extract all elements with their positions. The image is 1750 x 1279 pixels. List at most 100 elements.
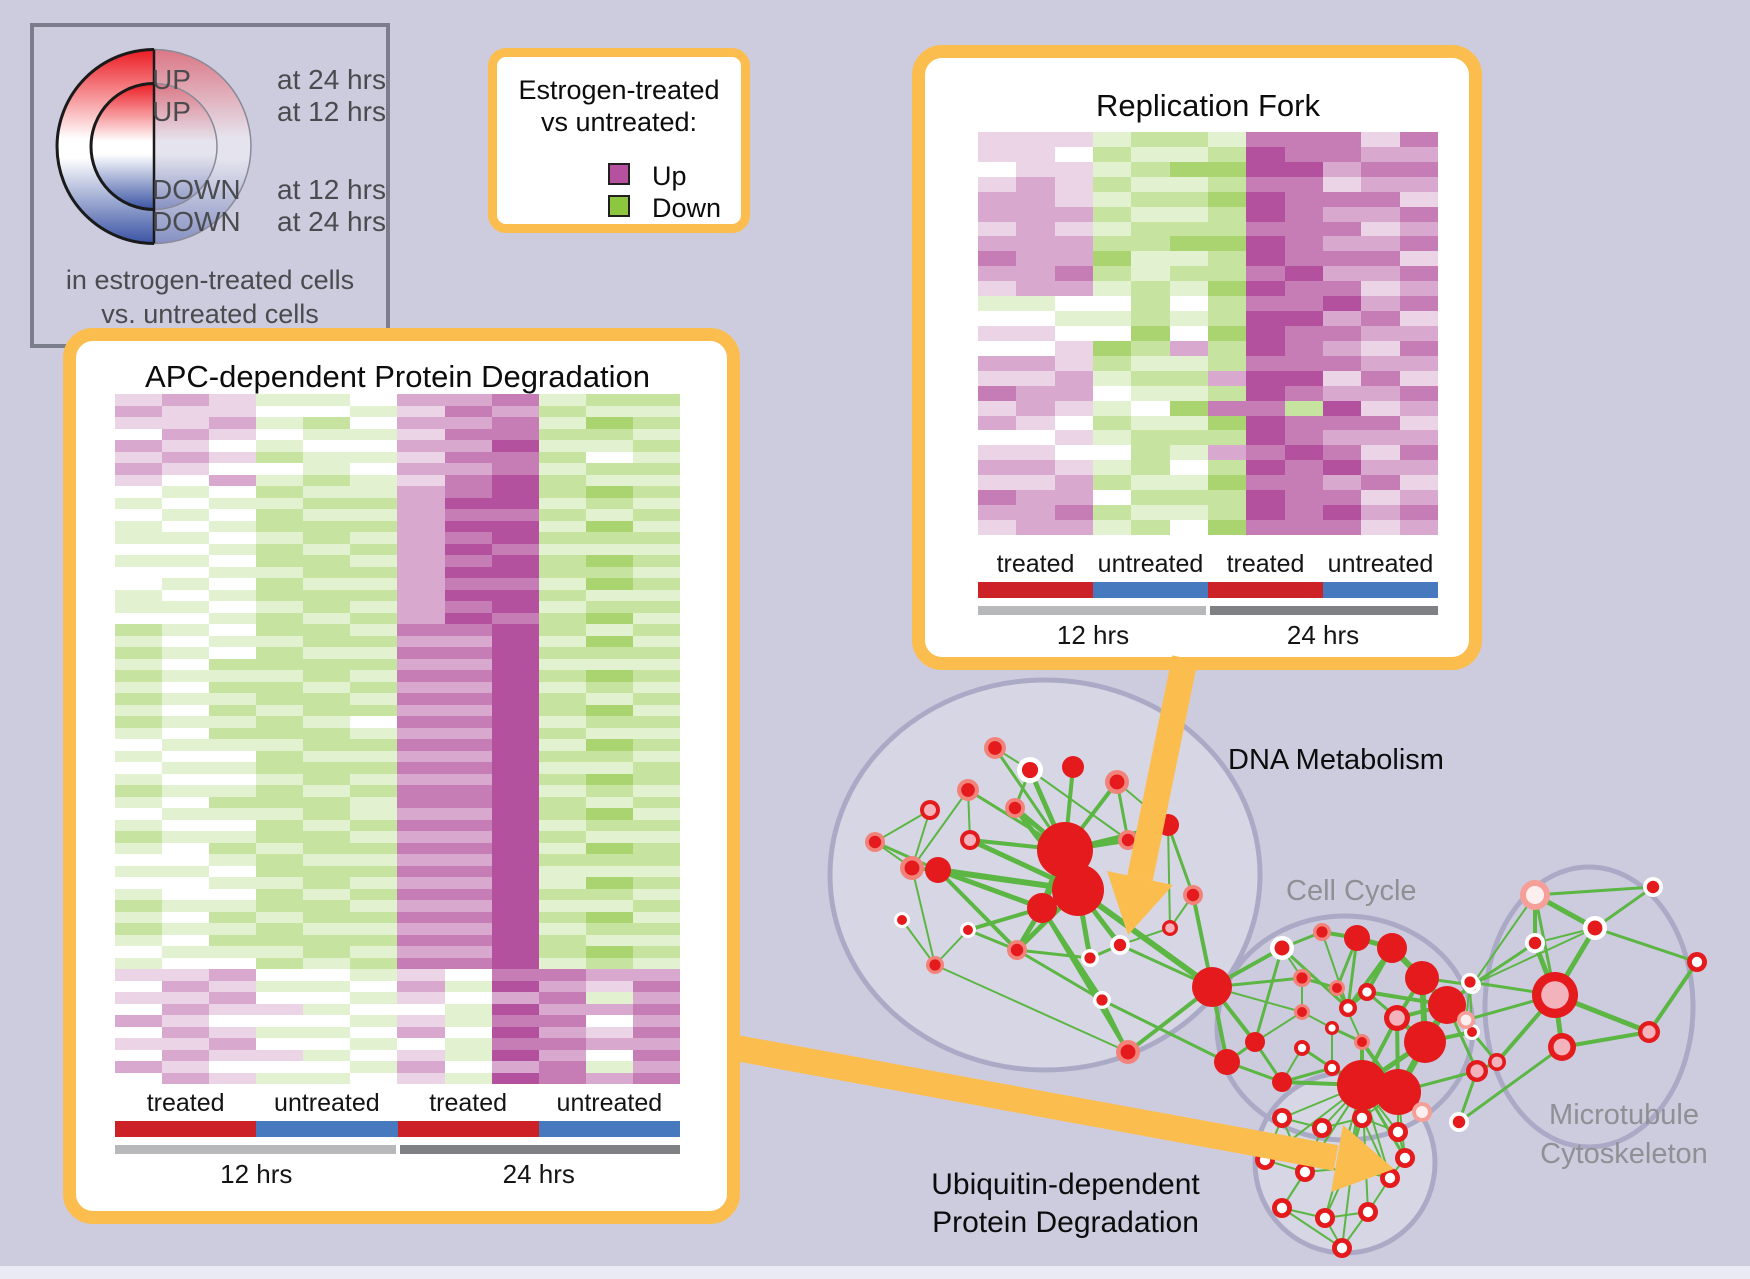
heatmap-row [115, 888, 680, 900]
heatmap-row [978, 385, 1438, 401]
heatmap-cell [1169, 325, 1208, 341]
heatmap-cell [444, 394, 492, 406]
heatmap-cell [491, 808, 539, 820]
heatmap-cell [585, 451, 633, 463]
heatmap-row [978, 445, 1438, 461]
heatmap-cell [632, 957, 680, 969]
heatmap-cell [1054, 281, 1093, 297]
heatmap-row [978, 430, 1438, 446]
heatmap-row [115, 463, 680, 475]
heatmap-cell [397, 808, 445, 820]
heatmap-cell [350, 612, 398, 624]
heatmap-cell [1054, 370, 1093, 386]
gene-node-core [1587, 920, 1603, 936]
gene-node-core [1297, 1043, 1307, 1053]
heatmap-cell [162, 1061, 210, 1073]
gene-node-core [1327, 1063, 1337, 1073]
heatmap-cell [1016, 490, 1055, 506]
heatmap-cell [1322, 355, 1362, 371]
heatmap-cell [585, 923, 633, 935]
heatmap-cell [115, 716, 163, 728]
heatmap-cell [444, 762, 492, 774]
heatmap-cell [303, 647, 351, 659]
heatmap-cell [491, 647, 539, 659]
heatmap-cell [397, 1038, 445, 1050]
heatmap-cell [538, 911, 586, 923]
heatmap-cell [632, 808, 680, 820]
heatmap-cell [209, 1026, 257, 1038]
gene-node-core [1021, 761, 1039, 779]
heatmap-cell [209, 543, 257, 555]
heatmap-row [115, 440, 680, 452]
replication-group-labels: treated untreated treated untreated [978, 550, 1438, 579]
heatmap-cell [350, 474, 398, 486]
heatmap-cell [632, 946, 680, 958]
heatmap-cell [209, 992, 257, 1004]
heatmap-cell [162, 658, 210, 670]
heatmap-cell [538, 1003, 586, 1015]
heatmap-cell [978, 340, 1017, 356]
gene-node [925, 857, 951, 883]
heatmap-cell [115, 785, 163, 797]
heatmap-cell [1016, 445, 1055, 461]
heatmap-cell [538, 900, 586, 912]
heatmap-cell [1131, 370, 1170, 386]
heatmap-cell [209, 601, 257, 613]
heatmap-cell [585, 1061, 633, 1073]
heatmap-cell [585, 842, 633, 854]
heatmap-row [115, 773, 680, 785]
heatmap-cell [303, 428, 351, 440]
heatmap-cell [1207, 460, 1247, 476]
hour-label: 24 hrs [502, 1159, 575, 1189]
heatmap-cell [491, 888, 539, 900]
heatmap-cell [632, 1061, 680, 1073]
heatmap-cell [397, 681, 445, 693]
heatmap-cell [978, 311, 1017, 326]
heatmap-cell [1054, 266, 1093, 282]
ring-direction: DOWN [152, 174, 241, 205]
heatmap-cell [350, 658, 398, 670]
heatmap-cell [162, 716, 210, 728]
heatmap-cell [444, 992, 492, 1004]
heatmap-cell [444, 727, 492, 739]
heatmap-cell [397, 934, 445, 946]
heatmap-cell [1322, 490, 1362, 506]
heatmap-cell [632, 865, 680, 877]
heatmap-cell [303, 486, 351, 498]
heatmap-cell [350, 831, 398, 843]
heatmap-cell [303, 946, 351, 958]
heatmap-cell [978, 370, 1017, 386]
heatmap-cell [538, 612, 586, 624]
heatmap-cell [585, 635, 633, 647]
heatmap-cell [1399, 191, 1438, 207]
heatmap-cell [209, 670, 257, 682]
heatmap-cell [1169, 176, 1208, 192]
heatmap-cell [1016, 311, 1055, 326]
heatmap-cell [978, 251, 1017, 267]
heatmap-cell [632, 796, 680, 808]
heatmap-cell [632, 911, 680, 923]
heatmap-cell [585, 463, 633, 475]
heatmap-cell [303, 417, 351, 429]
heatmap-cell [1092, 355, 1132, 371]
gene-node-core [1362, 1206, 1374, 1218]
heatmap-cell [256, 635, 304, 647]
heatmap-cell [1322, 251, 1362, 267]
replication-heatmap [978, 132, 1438, 535]
heatmap-cell [1246, 281, 1285, 297]
heatmap-cell [1016, 132, 1055, 147]
heatmap-cell [1207, 505, 1247, 520]
heatmap-cell [209, 509, 257, 521]
heatmap-cell [162, 601, 210, 613]
heatmap-cell [162, 923, 210, 935]
heatmap-cell [1246, 340, 1285, 356]
gene-node-core [1452, 1115, 1466, 1129]
heatmap-cell [632, 992, 680, 1004]
heatmap-cell [209, 474, 257, 486]
heatmap-cell [1169, 415, 1208, 431]
heatmap-cell [1131, 251, 1170, 267]
heatmap-cell [303, 877, 351, 889]
network-edge [1101, 998, 1228, 1064]
heatmap-cell [538, 946, 586, 958]
heatmap-cell [978, 281, 1017, 297]
